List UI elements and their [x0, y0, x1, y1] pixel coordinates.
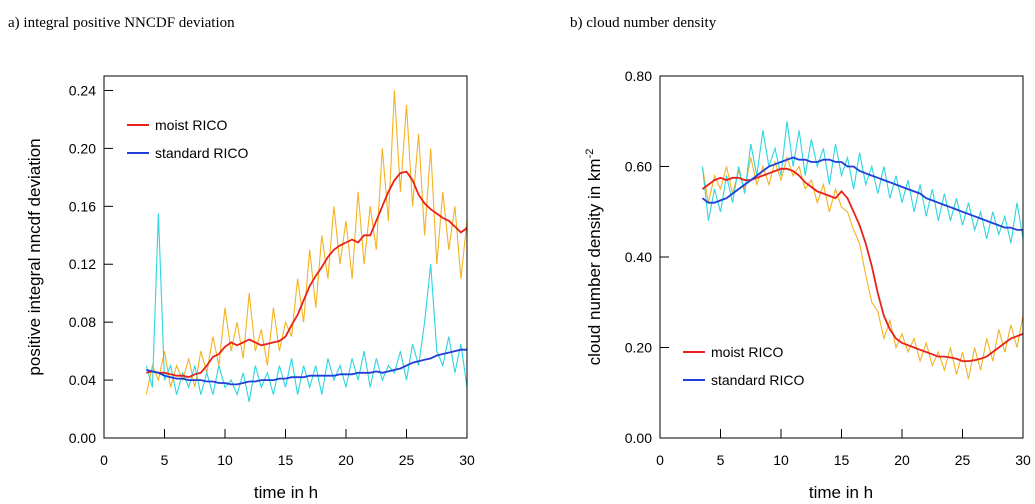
- series-line: [146, 170, 468, 379]
- x-tick-label: 15: [278, 452, 294, 468]
- y-tick-label: 0.12: [69, 256, 96, 272]
- panel-title: a) integral positive NNCDF deviation: [8, 15, 235, 31]
- x-tick-label: 15: [834, 452, 850, 468]
- y-tick-label: 0.00: [625, 430, 652, 446]
- plot-frame: [659, 75, 1024, 439]
- panel-title: b) cloud number density: [570, 15, 717, 31]
- x-tick-label: 0: [656, 452, 664, 468]
- x-tick-label: 5: [717, 452, 725, 468]
- y-axis-label-sup: -2: [584, 149, 596, 159]
- series-line: [701, 155, 1024, 380]
- y-tick-label: 0.00: [69, 430, 96, 446]
- x-tick-label: 25: [399, 452, 415, 468]
- x-tick-label: 25: [955, 452, 971, 468]
- series-line: [146, 348, 467, 386]
- x-tick-label: 20: [894, 452, 910, 468]
- y-tick-label: 0.04: [69, 372, 96, 388]
- legend-label: standard RICO: [711, 372, 804, 388]
- x-tick-label: 5: [161, 452, 169, 468]
- y-tick-label: 0.16: [69, 198, 96, 214]
- y-tick-label: 0.20: [69, 140, 96, 156]
- legend-label: moist RICO: [711, 344, 783, 360]
- series-line: [701, 167, 1024, 362]
- y-axis-label: cloud number density in km-2: [584, 149, 604, 366]
- series-line: [145, 90, 468, 395]
- y-tick-label: 0.20: [625, 340, 652, 356]
- x-tick-label: 10: [217, 452, 233, 468]
- y-axis-label-text: cloud number density in km: [585, 158, 604, 365]
- x-axis-label: time in h: [809, 483, 873, 502]
- x-tick-label: 0: [100, 452, 108, 468]
- x-tick-label: 30: [1015, 452, 1031, 468]
- series-line: [701, 121, 1024, 244]
- series-line: [701, 156, 1023, 231]
- x-axis-label: time in h: [254, 483, 318, 502]
- y-tick-label: 0.60: [625, 159, 652, 175]
- y-tick-label: 0.08: [69, 314, 96, 330]
- legend-label: moist RICO: [155, 117, 227, 133]
- x-tick-label: 30: [459, 452, 475, 468]
- plot-frame: [103, 75, 468, 439]
- y-tick-label: 0.40: [625, 249, 652, 265]
- y-axis-label: positive integral nncdf deviation: [25, 138, 44, 375]
- y-tick-label: 0.24: [69, 82, 96, 98]
- x-tick-label: 10: [773, 452, 789, 468]
- x-tick-label: 20: [338, 452, 354, 468]
- legend-label: standard RICO: [155, 145, 248, 161]
- y-tick-label: 0.80: [625, 68, 652, 84]
